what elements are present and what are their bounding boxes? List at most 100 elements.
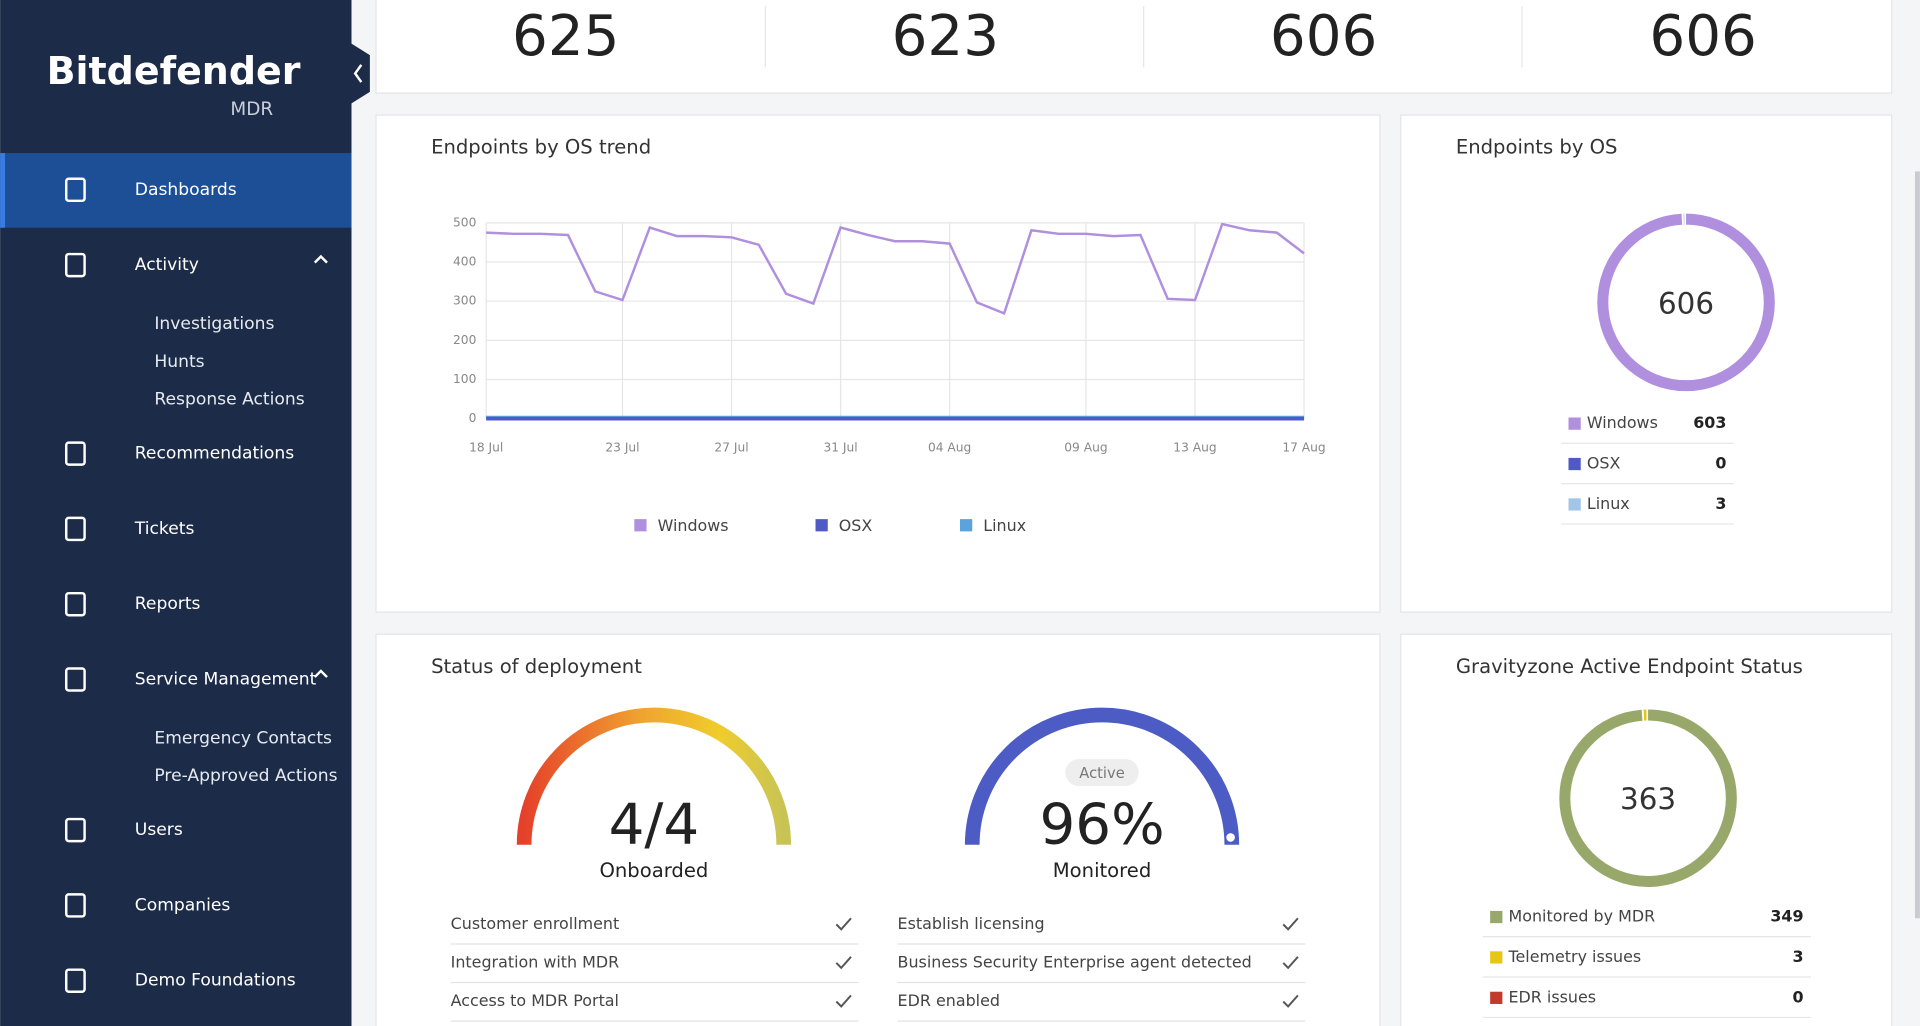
kpi-value: 606 xyxy=(1270,4,1377,69)
deployment-card xyxy=(375,633,1381,1026)
gz-card xyxy=(1400,633,1893,1026)
donut-total: 606 xyxy=(1658,286,1714,320)
card-title: Status of deployment xyxy=(431,655,642,678)
check-icon xyxy=(835,994,852,1008)
x-tick-label: 17 Aug xyxy=(1282,441,1325,455)
legend-swatch xyxy=(1490,910,1503,924)
legend-label: Windows xyxy=(1587,413,1658,432)
card-title: Endpoints by OS xyxy=(1456,136,1618,159)
nav-item[interactable]: Activity xyxy=(135,255,199,275)
checklist-item: Establish licensing xyxy=(898,914,1045,933)
nav-subitem[interactable]: Investigations xyxy=(154,314,274,334)
nav-icon xyxy=(65,591,86,617)
gauge-dot xyxy=(1226,833,1235,842)
x-tick-label: 09 Aug xyxy=(1064,441,1107,455)
nav-icon xyxy=(65,177,86,203)
card-title: Endpoints by OS trend xyxy=(431,136,651,159)
legend-swatch xyxy=(1490,951,1503,964)
nav-item[interactable]: Reports xyxy=(135,594,201,614)
legend-label: Linux xyxy=(983,516,1026,535)
nav-item[interactable]: Companies xyxy=(135,895,231,915)
kpi-value: 625 xyxy=(512,4,619,69)
check-icon xyxy=(1282,917,1299,931)
checklist-item: Customer enrollment xyxy=(451,914,620,933)
legend-label: Monitored by MDR xyxy=(1509,907,1656,926)
checklist-item: Business Security Enterprise agent detec… xyxy=(898,952,1252,971)
legend-swatch xyxy=(1568,457,1581,471)
trend-card xyxy=(375,114,1381,613)
gauge-arc xyxy=(516,707,792,845)
y-tick-label: 400 xyxy=(453,255,476,269)
x-tick-label: 13 Aug xyxy=(1173,441,1216,455)
badge-text: Active xyxy=(1079,765,1124,782)
nav-icon xyxy=(65,516,86,542)
nav-item[interactable]: Recommendations xyxy=(135,444,294,464)
legend-label: OSX xyxy=(1587,454,1621,473)
nav-subitem[interactable]: Hunts xyxy=(154,352,204,372)
gauge-label: Monitored xyxy=(1053,859,1151,882)
x-tick-label: 31 Jul xyxy=(823,441,857,455)
nav-icon xyxy=(65,667,86,692)
donut-segment xyxy=(1559,709,1737,888)
check-icon xyxy=(835,956,852,970)
product: MDR xyxy=(230,99,273,120)
scrollbar[interactable] xyxy=(1914,171,1920,919)
legend-label: Linux xyxy=(1587,494,1630,513)
nav-subitem[interactable]: Pre-Approved Actions xyxy=(154,766,337,786)
legend-value: 603 xyxy=(1693,413,1726,432)
collapse-icon xyxy=(353,64,363,83)
card-title: Gravityzone Active Endpoint Status xyxy=(1456,655,1803,678)
gauge-value: 4/4 xyxy=(609,792,700,857)
x-tick-label: 23 Jul xyxy=(605,441,639,455)
active-nav-bg xyxy=(0,153,352,228)
legend-label: Telemetry issues xyxy=(1508,947,1642,966)
nav-item[interactable]: Service Management xyxy=(135,670,317,690)
line-series xyxy=(486,222,1305,315)
donut-total: 363 xyxy=(1620,782,1676,816)
legend-value: 3 xyxy=(1792,947,1803,966)
nav-subitem[interactable]: Emergency Contacts xyxy=(154,728,332,748)
nav-item[interactable]: Demo Foundations xyxy=(135,971,296,991)
legend-swatch xyxy=(1568,417,1581,430)
os-card xyxy=(1400,114,1893,613)
legend-swatch xyxy=(1568,498,1581,511)
legend-swatch xyxy=(960,519,973,532)
legend-value: 0 xyxy=(1792,987,1803,1006)
kpi-value: 606 xyxy=(1649,4,1756,69)
y-tick-label: 300 xyxy=(453,294,476,308)
checklist-item: Access to MDR Portal xyxy=(451,991,619,1010)
nav-subitem[interactable]: Response Actions xyxy=(154,390,304,410)
legend-swatch xyxy=(1490,991,1503,1004)
expand-icon xyxy=(313,254,328,264)
collapse-button[interactable] xyxy=(350,42,370,105)
y-tick-label: 200 xyxy=(453,333,476,347)
gauge-label: Onboarded xyxy=(600,859,709,882)
kpi-value: 623 xyxy=(892,4,999,69)
active-nav-accent xyxy=(0,153,6,228)
brand: Bitdefender xyxy=(47,49,301,93)
checklist-item: Integration with MDR xyxy=(451,952,620,971)
nav-icon xyxy=(65,893,86,918)
nav-item[interactable]: Users xyxy=(135,820,183,840)
check-icon xyxy=(1282,994,1299,1008)
nav-item[interactable]: Tickets xyxy=(134,519,195,539)
nav-item[interactable]: Dashboards xyxy=(135,180,237,200)
expand-icon xyxy=(313,669,328,678)
legend-label: EDR issues xyxy=(1509,987,1597,1006)
badge xyxy=(1065,759,1139,787)
legend-value: 349 xyxy=(1770,907,1803,926)
gauge-value: 96% xyxy=(1039,792,1164,857)
legend-value: 0 xyxy=(1715,454,1726,473)
nav-icon xyxy=(65,817,86,843)
y-tick-label: 0 xyxy=(469,411,477,425)
x-tick-label: 04 Aug xyxy=(928,441,971,455)
y-tick-label: 500 xyxy=(453,215,476,229)
kpi-card xyxy=(375,0,1893,94)
y-tick-label: 100 xyxy=(453,372,476,386)
donut-segment xyxy=(1597,213,1775,392)
legend-value: 3 xyxy=(1715,494,1726,513)
legend-swatch xyxy=(634,519,647,532)
check-icon xyxy=(1282,956,1299,970)
